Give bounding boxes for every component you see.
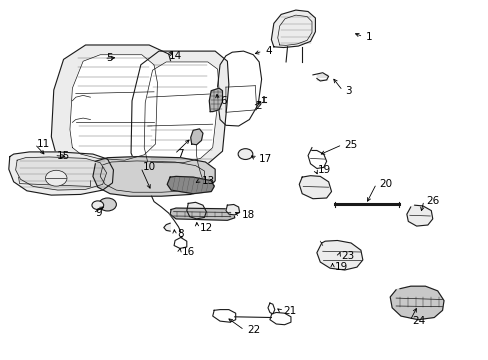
Text: 11: 11: [37, 139, 50, 149]
Text: 2: 2: [255, 101, 262, 111]
Polygon shape: [167, 176, 214, 194]
Circle shape: [92, 201, 103, 210]
Text: 6: 6: [220, 96, 226, 106]
Circle shape: [99, 198, 116, 211]
Polygon shape: [271, 10, 315, 48]
Polygon shape: [131, 51, 228, 170]
Polygon shape: [209, 88, 222, 112]
Text: 21: 21: [283, 306, 296, 316]
Text: 19: 19: [334, 262, 347, 272]
Polygon shape: [51, 45, 173, 170]
Text: 13: 13: [201, 176, 214, 186]
Text: 17: 17: [259, 154, 272, 164]
Text: 3: 3: [345, 86, 351, 96]
Polygon shape: [316, 240, 362, 270]
Text: 23: 23: [341, 251, 354, 261]
Text: 12: 12: [199, 222, 212, 233]
Text: 26: 26: [426, 195, 439, 206]
Polygon shape: [163, 223, 170, 231]
Polygon shape: [190, 129, 203, 145]
Text: 5: 5: [106, 53, 113, 63]
Text: 25: 25: [344, 140, 357, 150]
Polygon shape: [9, 152, 113, 195]
Text: 15: 15: [57, 150, 70, 161]
Text: 20: 20: [378, 179, 391, 189]
Circle shape: [238, 149, 252, 159]
Polygon shape: [299, 176, 331, 199]
Text: 19: 19: [317, 165, 330, 175]
Text: 1: 1: [365, 32, 372, 42]
Polygon shape: [170, 208, 234, 220]
Polygon shape: [70, 55, 157, 160]
Text: 14: 14: [168, 51, 182, 61]
Text: 4: 4: [264, 46, 271, 56]
Text: 9: 9: [95, 208, 102, 218]
Text: 8: 8: [177, 229, 183, 239]
Text: 7: 7: [177, 149, 183, 159]
Text: 22: 22: [246, 325, 260, 335]
Polygon shape: [144, 62, 219, 163]
Polygon shape: [389, 286, 443, 320]
Text: 18: 18: [242, 210, 255, 220]
Circle shape: [45, 170, 67, 186]
Polygon shape: [16, 157, 106, 190]
Polygon shape: [186, 202, 206, 219]
Text: 10: 10: [143, 162, 156, 172]
Text: 24: 24: [411, 316, 425, 326]
Polygon shape: [406, 205, 432, 226]
Polygon shape: [93, 157, 215, 196]
Text: 16: 16: [182, 247, 195, 257]
Polygon shape: [225, 204, 239, 215]
